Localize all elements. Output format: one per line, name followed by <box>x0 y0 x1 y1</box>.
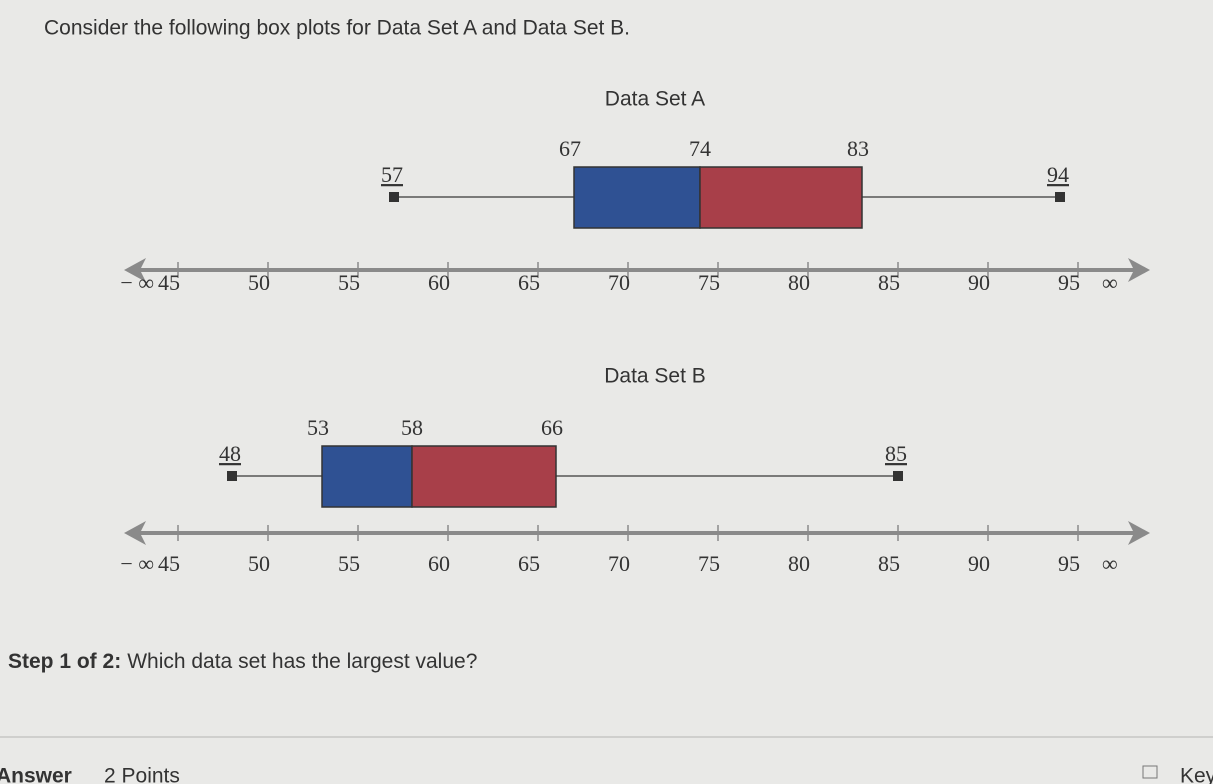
keypad-icon[interactable] <box>1142 765 1158 779</box>
axis-arrow <box>124 258 146 282</box>
step-question: Step 1 of 2: Which data set has the large… <box>8 650 477 673</box>
x-tick-label: 45 <box>158 270 180 295</box>
q3-label: 83 <box>847 136 869 161</box>
min-label: 48 <box>219 441 241 466</box>
q1-label: 67 <box>559 136 581 161</box>
box-lower <box>321 445 413 508</box>
median-label: 74 <box>689 136 711 161</box>
axis-right-label: ∞ <box>1102 551 1118 576</box>
x-tick-label: 50 <box>248 551 270 576</box>
x-tick-label: 80 <box>788 270 810 295</box>
x-tick-label: 60 <box>428 551 450 576</box>
axis-arrow <box>1128 521 1150 545</box>
max-label: 85 <box>885 441 907 466</box>
x-tick-label: 75 <box>698 270 720 295</box>
keypad[interactable]: Key <box>1180 765 1213 784</box>
chart-title: Data Set A <box>605 88 705 111</box>
max-label: 94 <box>1047 162 1069 187</box>
x-tick-label: 90 <box>968 551 990 576</box>
step-text: Which data set has the largest value? <box>127 650 477 673</box>
min-label: 57 <box>381 162 403 187</box>
median-label: 58 <box>401 415 423 440</box>
answer-label: Answer <box>0 765 72 784</box>
x-tick-label: 85 <box>878 270 900 295</box>
x-tick-label: 60 <box>428 270 450 295</box>
axis-arrow <box>124 521 146 545</box>
x-tick-label: 45 <box>158 551 180 576</box>
min-marker <box>227 471 237 481</box>
x-tick-label: 65 <box>518 270 540 295</box>
x-tick-label: 75 <box>698 551 720 576</box>
box-upper <box>699 166 863 229</box>
x-tick-label: 55 <box>338 551 360 576</box>
x-tick-label: 50 <box>248 270 270 295</box>
box-lower <box>573 166 701 229</box>
x-tick-label: 80 <box>788 551 810 576</box>
x-tick-label: 95 <box>1058 551 1080 576</box>
question: Consider the following box plots for Dat… <box>44 17 630 40</box>
q3-label: 66 <box>541 415 563 440</box>
chart-title: Data Set B <box>604 365 706 388</box>
max-marker <box>893 471 903 481</box>
x-tick-label: 70 <box>608 270 630 295</box>
points: 2 Points <box>104 765 180 784</box>
axis-left-label: − ∞ <box>120 270 154 295</box>
axis-left-label: − ∞ <box>120 551 154 576</box>
axis-right-label: ∞ <box>1102 270 1118 295</box>
q1-label: 53 <box>307 415 329 440</box>
x-tick-label: 85 <box>878 551 900 576</box>
x-tick-label: 65 <box>518 551 540 576</box>
x-tick-label: 95 <box>1058 270 1080 295</box>
box-upper <box>411 445 557 508</box>
min-marker <box>389 192 399 202</box>
x-tick-label: 55 <box>338 270 360 295</box>
x-tick-label: 90 <box>968 270 990 295</box>
axis-arrow <box>1128 258 1150 282</box>
step-label: Step 1 of 2: <box>8 650 121 673</box>
x-tick-label: 70 <box>608 551 630 576</box>
max-marker <box>1055 192 1065 202</box>
